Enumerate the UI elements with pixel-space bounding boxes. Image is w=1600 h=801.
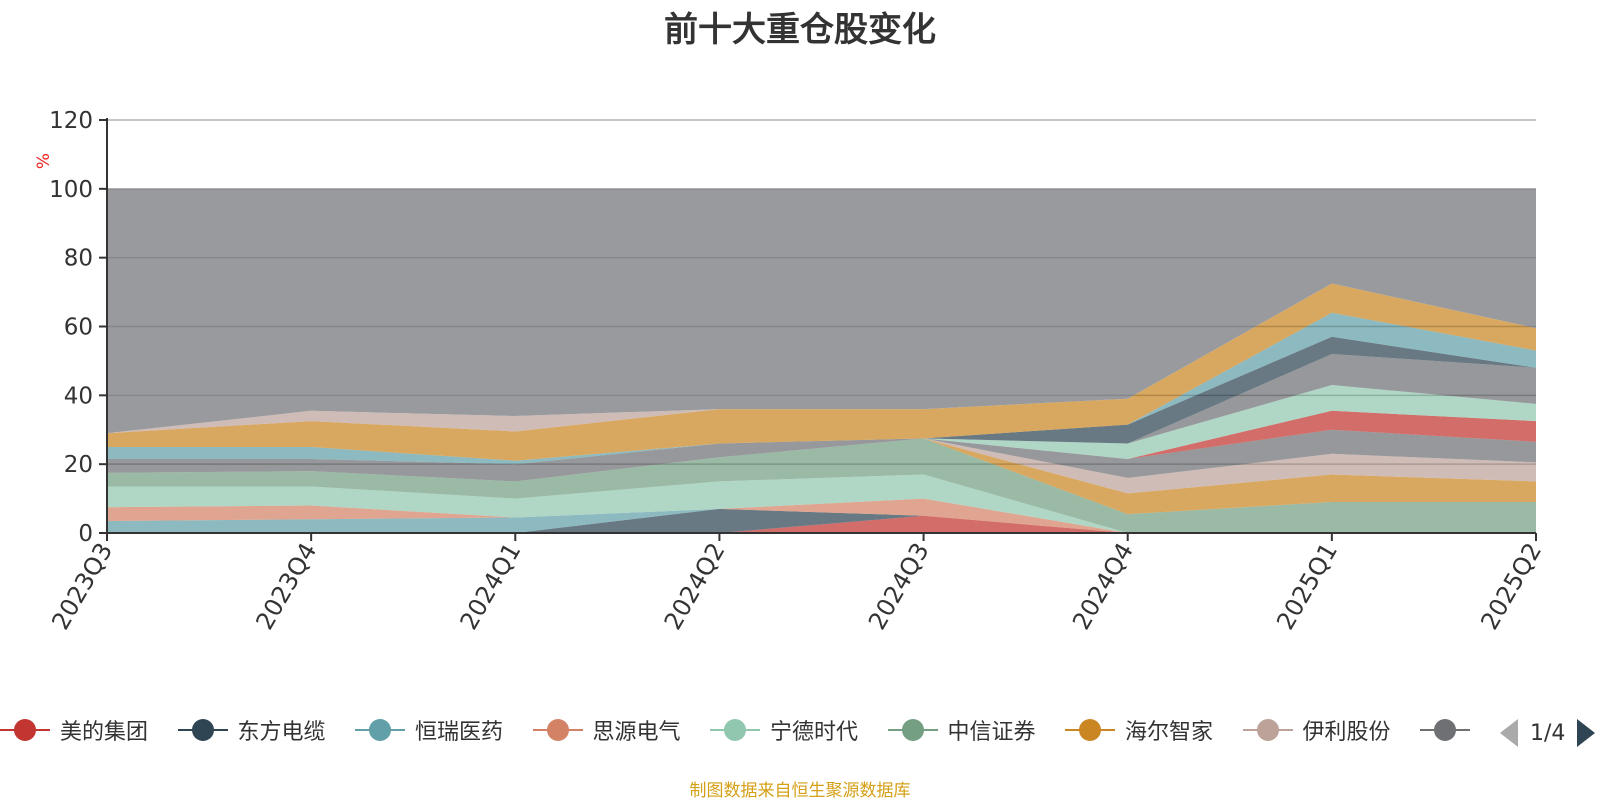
legend-item[interactable]: 美的集团 — [0, 712, 148, 748]
legend-item[interactable]: 中信证券 — [887, 712, 1036, 748]
area-series-4 — [107, 474, 1536, 533]
area-series-8 — [107, 429, 1536, 482]
area-layer — [107, 188, 1536, 533]
y-tick-label: 100 — [49, 177, 93, 203]
legend-label: 思源电气 — [592, 720, 681, 745]
legend-marker-icon — [1065, 719, 1115, 741]
legend-page-indicator: 1/4 — [1530, 720, 1566, 746]
x-tick-label: 2025Q1 — [1271, 538, 1343, 634]
y-tick-label: 0 — [78, 521, 93, 547]
area-series-5 — [107, 438, 1536, 533]
legend-item[interactable]: 思源电气 — [532, 712, 681, 748]
y-tick-label: 40 — [64, 383, 93, 409]
y-tick-label: 80 — [64, 246, 93, 272]
legend-marker-icon — [355, 719, 405, 741]
legend-marker-icon — [177, 719, 228, 741]
area-series-1 — [107, 508, 1536, 533]
area-series-12 — [107, 336, 1536, 465]
area-series-other — [107, 188, 1536, 434]
x-tick-label: 2023Q4 — [250, 538, 322, 634]
legend-marker-icon — [887, 719, 938, 741]
chart-title: 前十大重仓股变化 — [664, 10, 936, 50]
legend-prev-page-icon[interactable] — [1500, 719, 1518, 747]
source-footer: 制图数据来自恒生聚源数据库 — [689, 781, 911, 801]
y-axis-label: % — [34, 153, 54, 169]
legend-marker-icon — [532, 719, 583, 741]
x-tick-label: 2024Q4 — [1067, 538, 1139, 634]
x-tick-label: 2024Q3 — [863, 538, 935, 634]
area-series-10 — [107, 385, 1536, 465]
legend-label: 伊利股份 — [1302, 720, 1391, 745]
legend-label: 宁德时代 — [770, 720, 859, 745]
legend-label: 中信证券 — [947, 720, 1036, 745]
area-series-9 — [107, 410, 1536, 465]
x-tick-label: 2024Q1 — [455, 538, 527, 634]
legend: 美的集团 东方电缆 恒瑞医药 思源电气 宁德时代 中信证券 海尔智家 伊利股份 长 — [0, 712, 1476, 748]
stacked-area-chart: 0 20 40 60 80 100 120% 2023Q3 2023Q4 2024Q1 2024Q2… — [34, 108, 1547, 634]
area-series-14 — [107, 283, 1536, 461]
area-series-3 — [107, 498, 1536, 533]
area-series-15 — [107, 283, 1536, 434]
legend-pager: 1/4 — [1500, 718, 1596, 748]
legend-item[interactable]: 海尔智家 — [1065, 712, 1213, 748]
x-tick-label: 2025Q2 — [1475, 538, 1547, 634]
legend-item[interactable]: 东方电缆 — [177, 712, 326, 748]
legend-marker-icon — [1420, 719, 1470, 741]
legend-label: 美的集团 — [60, 720, 149, 745]
legend-item[interactable]: 恒瑞医药 — [355, 712, 503, 748]
legend-label: 恒瑞医药 — [415, 720, 504, 745]
area-series-13 — [107, 312, 1536, 465]
area-series-0 — [107, 515, 1536, 533]
area-series-11 — [107, 354, 1536, 465]
area-series-6 — [107, 438, 1536, 515]
legend-label: 海尔智家 — [1125, 720, 1214, 745]
x-tick-label: 2024Q2 — [659, 538, 731, 634]
x-tick-label: 2023Q3 — [46, 538, 118, 634]
area-series-7 — [107, 438, 1536, 494]
legend-item[interactable]: 宁德时代 — [710, 712, 858, 748]
y-tick-label: 60 — [64, 315, 93, 341]
area-series-2 — [107, 508, 1536, 533]
legend-marker-icon — [710, 719, 760, 741]
legend-marker-icon — [0, 719, 50, 741]
y-tick-label: 120 — [49, 108, 93, 134]
legend-item[interactable]: 伊利股份 — [1242, 712, 1391, 748]
legend-next-page-icon[interactable] — [1577, 719, 1596, 747]
legend-label: 东方电缆 — [237, 720, 326, 745]
legend-item[interactable]: 长 — [1420, 712, 1476, 748]
y-tick-label: 20 — [64, 452, 93, 478]
legend-marker-icon — [1242, 719, 1293, 741]
